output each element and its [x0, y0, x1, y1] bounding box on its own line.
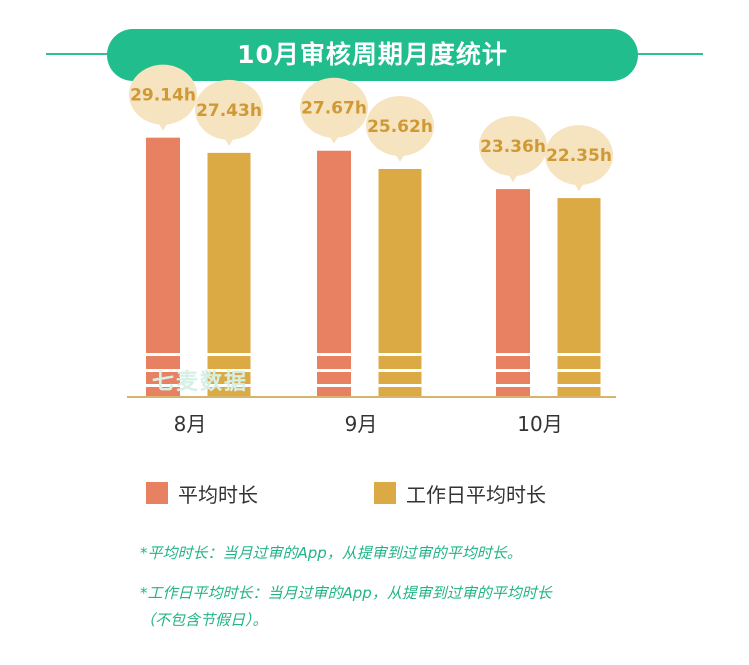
value-bubble-tail-avg-2	[328, 133, 340, 144]
bar-workday-2	[378, 168, 422, 397]
x-tick-label-3: 10月	[517, 412, 562, 436]
bar-stripe-workday-3-2	[557, 369, 601, 372]
note-avg: *平均时长：当月过审的App，从提审到过审的平均时长。	[140, 544, 522, 562]
value-label-avg-3: 23.36h	[480, 137, 546, 157]
value-bubble-workday-1	[195, 79, 263, 140]
value-bubble-avg-1	[129, 64, 197, 125]
bar-stripe-workday-1-2	[207, 369, 251, 372]
bar-avg-2	[317, 150, 351, 397]
value-label-workday-3: 22.35h	[546, 146, 612, 166]
bar-stripe-avg-1-1	[146, 353, 180, 356]
legend-label-workday: 工作日平均时长	[406, 482, 546, 507]
watermark-logo: 七麦数据	[152, 370, 249, 395]
bar-avg-1	[146, 137, 180, 398]
bar-stripe-workday-3-3	[557, 384, 601, 387]
chart-title: 10月审核周期月度统计	[107, 29, 638, 81]
legend-label-avg: 平均时长	[178, 482, 258, 507]
x-tick-label-2: 9月	[345, 412, 378, 436]
title-line-left	[46, 53, 116, 55]
value-bubble-workday-3	[545, 125, 613, 186]
legend-item-workday: 工作日平均时长	[374, 479, 546, 507]
bar-stripe-avg-3-3	[496, 384, 530, 387]
bar-stripe-workday-1-3	[207, 384, 251, 387]
bar-stripe-workday-2-3	[378, 384, 422, 387]
bar-stripe-avg-3-1	[496, 353, 530, 356]
bar-stripe-avg-3-2	[496, 369, 530, 372]
value-bubble-tail-workday-1	[223, 135, 235, 146]
legend-swatch-workday	[374, 482, 396, 504]
bar-stripe-workday-2-1	[378, 353, 422, 356]
bar-stripe-avg-2-2	[317, 369, 351, 372]
bar-stripe-workday-1-1	[207, 353, 251, 356]
legend-item-avg: 平均时长	[146, 479, 258, 507]
bar-workday-3	[557, 198, 601, 397]
bar-stripe-avg-2-3	[317, 384, 351, 387]
bar-stripe-avg-1-3	[146, 384, 180, 387]
bar-workday-1	[207, 152, 251, 397]
value-bubble-tail-avg-1	[157, 120, 169, 131]
value-bubble-avg-3	[479, 116, 547, 177]
value-bubble-avg-2	[300, 77, 368, 138]
value-label-avg-2: 27.67h	[301, 99, 367, 119]
bar-stripe-avg-1-2	[146, 369, 180, 372]
value-bubble-tail-avg-3	[507, 172, 519, 183]
value-label-workday-1: 27.43h	[196, 101, 262, 121]
value-bubble-tail-workday-2	[394, 151, 406, 162]
bar-stripe-avg-2-1	[317, 353, 351, 356]
x-tick-label-1: 8月	[174, 412, 207, 436]
value-bubble-tail-workday-3	[573, 181, 585, 192]
note-workday-cont: （不包含节假日）。	[140, 611, 268, 629]
bar-avg-3	[496, 189, 530, 397]
value-bubble-workday-2	[366, 95, 434, 156]
value-label-avg-1: 29.14h	[130, 86, 196, 106]
value-label-workday-2: 25.62h	[367, 117, 433, 137]
bar-stripe-workday-2-2	[378, 369, 422, 372]
note-workday: *工作日平均时长：当月过审的App，从提审到过审的平均时长	[140, 584, 552, 602]
bar-stripe-workday-3-1	[557, 353, 601, 356]
title-line-right	[630, 53, 703, 55]
legend-swatch-avg	[146, 482, 168, 504]
